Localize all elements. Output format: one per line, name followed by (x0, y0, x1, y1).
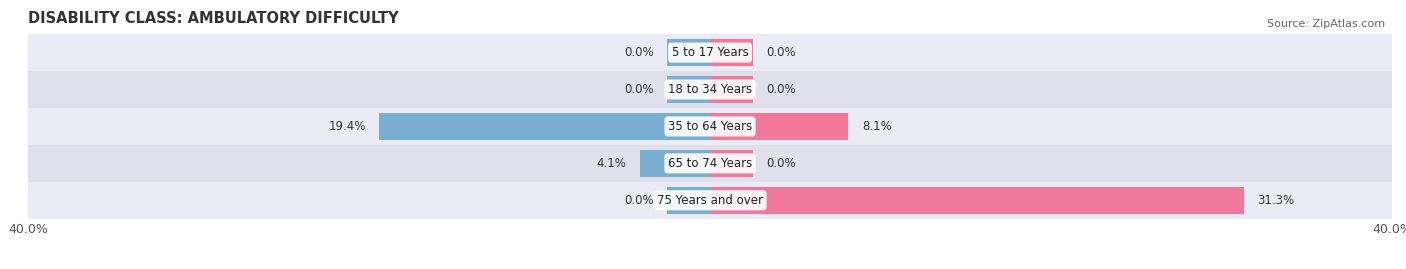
Text: 35 to 64 Years: 35 to 64 Years (668, 120, 752, 133)
Text: 0.0%: 0.0% (624, 194, 654, 207)
Text: 19.4%: 19.4% (328, 120, 366, 133)
Bar (668, 187, 710, 214)
Text: 4.1%: 4.1% (596, 157, 627, 170)
Text: 5 to 17 Years: 5 to 17 Years (672, 46, 748, 59)
Bar (28, 145, 1392, 182)
Text: 75 Years and over: 75 Years and over (657, 194, 763, 207)
Text: 65 to 74 Years: 65 to 74 Years (668, 157, 752, 170)
Bar (380, 113, 710, 140)
Text: DISABILITY CLASS: AMBULATORY DIFFICULTY: DISABILITY CLASS: AMBULATORY DIFFICULTY (28, 10, 399, 26)
Bar (28, 182, 1392, 219)
Text: 0.0%: 0.0% (624, 83, 654, 96)
Bar (710, 76, 752, 103)
Text: 0.0%: 0.0% (766, 46, 796, 59)
Text: 8.1%: 8.1% (862, 120, 891, 133)
Text: 0.0%: 0.0% (766, 157, 796, 170)
Bar (28, 108, 1392, 145)
Bar (710, 187, 1244, 214)
Bar (28, 71, 1392, 108)
Bar (640, 150, 710, 177)
Bar (668, 39, 710, 66)
Text: 31.3%: 31.3% (1257, 194, 1295, 207)
Text: 18 to 34 Years: 18 to 34 Years (668, 83, 752, 96)
Bar (28, 34, 1392, 71)
Text: Source: ZipAtlas.com: Source: ZipAtlas.com (1267, 19, 1385, 29)
Bar (710, 39, 752, 66)
Bar (668, 76, 710, 103)
Text: 0.0%: 0.0% (766, 83, 796, 96)
Bar (710, 113, 848, 140)
Bar (710, 150, 752, 177)
Text: 0.0%: 0.0% (624, 46, 654, 59)
